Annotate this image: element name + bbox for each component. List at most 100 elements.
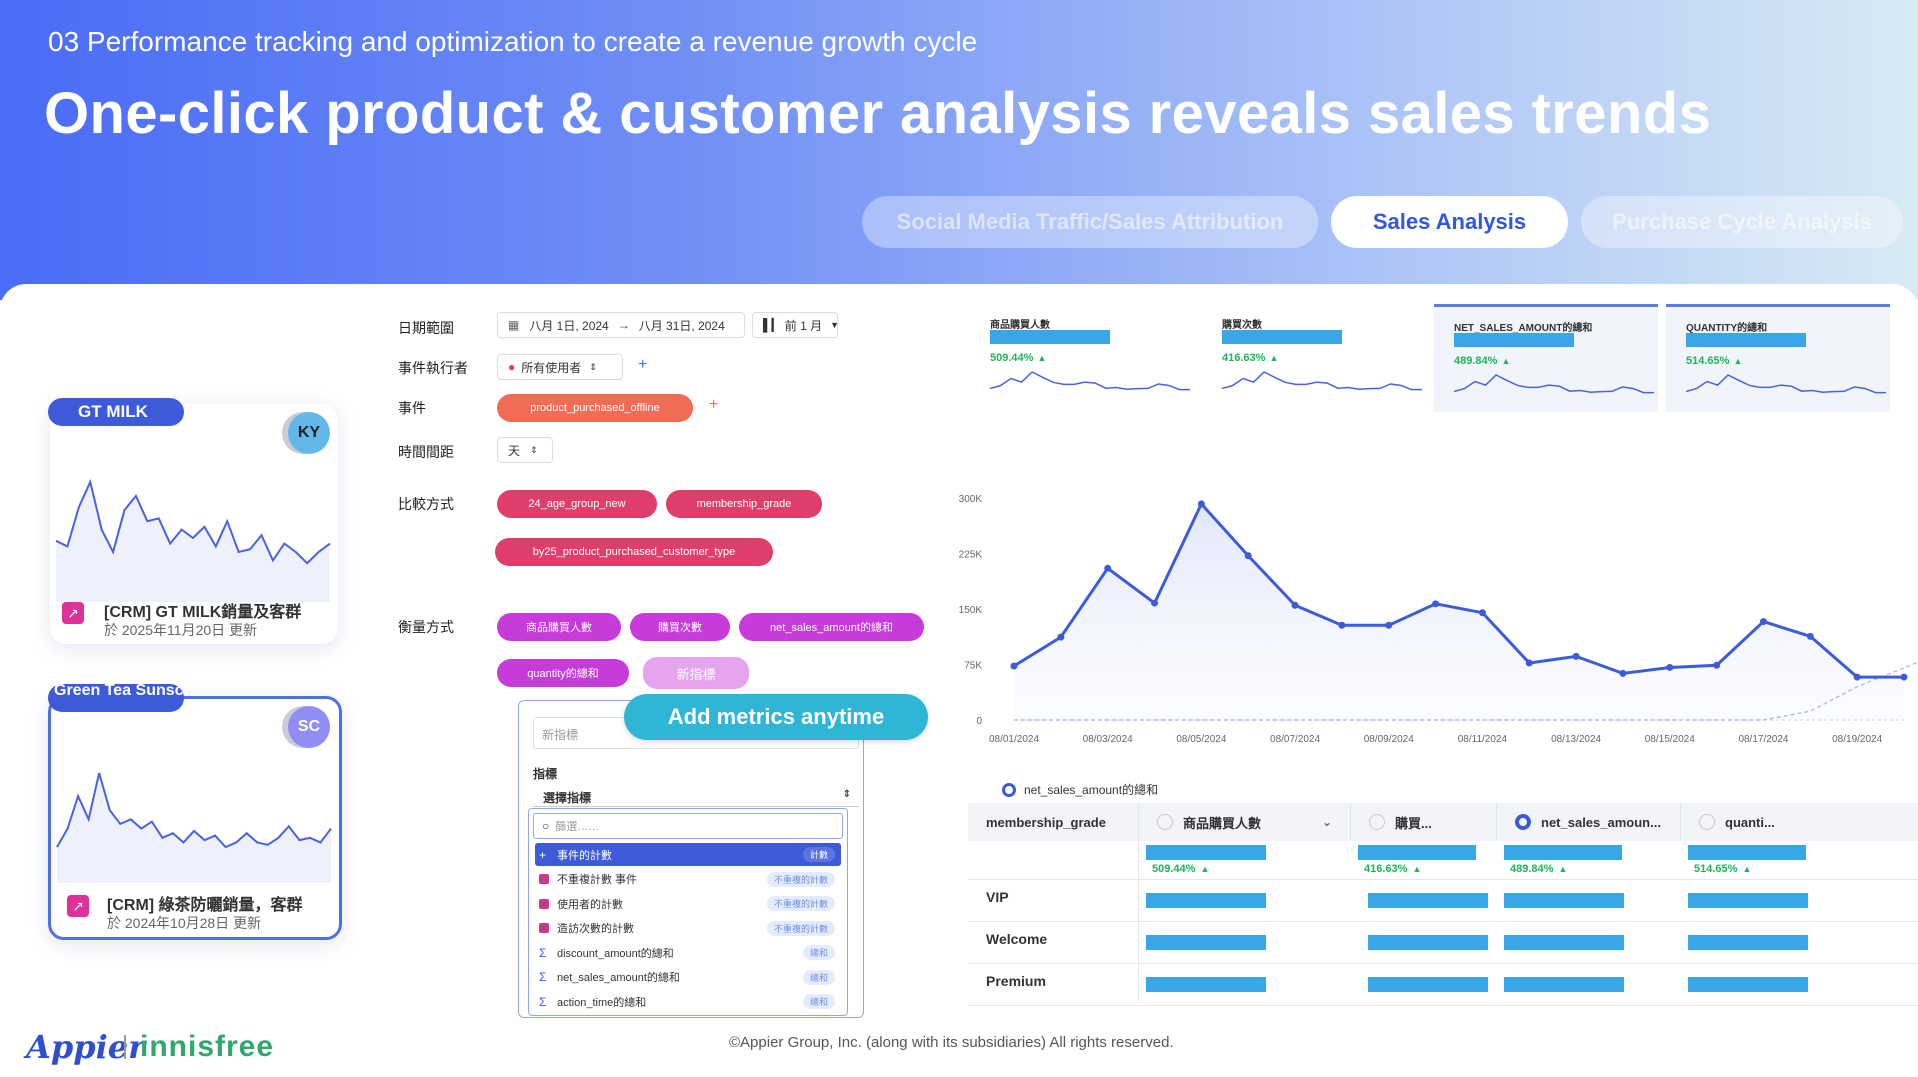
- avatar[interactable]: KY: [288, 412, 330, 454]
- up-arrow-icon: ▲: [1558, 864, 1568, 874]
- data-point[interactable]: [1853, 673, 1861, 681]
- section-subtitle: 03 Performance tracking and optimization…: [48, 26, 978, 57]
- metric-option-label: 造訪次數的計數: [557, 923, 634, 935]
- data-point[interactable]: [1713, 661, 1721, 669]
- card-updated-date: 於 2025年11月20日 更新: [104, 622, 258, 638]
- data-point[interactable]: [1619, 669, 1627, 677]
- interval-select[interactable]: 天 ⇕: [497, 437, 553, 463]
- card-title: [CRM] 綠茶防曬銷量，客群: [107, 897, 303, 914]
- data-point[interactable]: [1338, 621, 1346, 629]
- compare-period-select[interactable]: ▌▎ 前 1 月 ▼: [752, 312, 839, 338]
- data-point[interactable]: [1291, 601, 1299, 609]
- data-point[interactable]: [1900, 673, 1908, 681]
- table-header-metric[interactable]: 購買...: [1350, 803, 1496, 841]
- metric-option-list: ○ 篩選…… + 事件的計數 計數 不重複計數 事件 不重複的計數 使用者的計數 不重複的計…: [528, 808, 848, 1016]
- measure-chip[interactable]: quantity的總和: [497, 659, 629, 687]
- tab-sales-analysis[interactable]: Sales Analysis: [1331, 196, 1568, 248]
- compare-chip[interactable]: by25_product_purchased_customer_type: [495, 538, 773, 566]
- measure-chip[interactable]: 購買次數: [630, 613, 730, 641]
- row-label: Welcome: [986, 931, 1048, 947]
- sort-icon: ⇕: [589, 361, 597, 372]
- new-metric-chip[interactable]: 新指標: [643, 657, 749, 689]
- search-icon: ○: [542, 819, 550, 833]
- event-square-icon: [539, 898, 549, 909]
- metric-summary-card[interactable]: QUANTITY的總和 514.65% ▲: [1666, 304, 1890, 412]
- data-point[interactable]: [1010, 662, 1018, 670]
- legend-radio-icon: [1002, 782, 1016, 797]
- y-tick-label: 150K: [959, 605, 983, 616]
- data-point[interactable]: [1151, 599, 1159, 607]
- row-label: Premium: [986, 973, 1046, 989]
- row-bar: [1504, 935, 1624, 950]
- tab-social-attribution[interactable]: Social Media Traffic/Sales Attribution: [862, 196, 1318, 248]
- x-tick-label: 08/13/2024: [1551, 734, 1601, 745]
- metric-card-label: NET_SALES_AMOUNT的總和: [1454, 323, 1593, 334]
- data-point[interactable]: [1104, 564, 1112, 572]
- metric-summary-card[interactable]: NET_SALES_AMOUNT的總和 489.84% ▲: [1434, 304, 1658, 412]
- table-header-grade[interactable]: membership_grade: [968, 803, 1138, 841]
- y-tick-label: 225K: [959, 550, 983, 561]
- metric-select[interactable]: 選擇指標 ⇕: [533, 785, 859, 807]
- metric-summary-card[interactable]: 購買次數 416.63% ▲: [1202, 304, 1426, 412]
- data-point[interactable]: [1244, 552, 1252, 560]
- card-tag: Green Tea Sunscree: [48, 684, 184, 712]
- compare-chip[interactable]: membership_grade: [666, 490, 822, 518]
- column-radio[interactable]: [1157, 814, 1173, 830]
- interval-value: 天: [508, 443, 521, 458]
- compare-chip[interactable]: 24_age_group_new: [497, 490, 657, 518]
- row-bar: [1504, 977, 1624, 992]
- data-point[interactable]: [1525, 659, 1533, 667]
- data-point[interactable]: [1432, 600, 1440, 608]
- trend-icon: ↗: [67, 895, 89, 917]
- date-range-picker[interactable]: ▦ 八月 1日, 2024 → 八月 31日, 2024: [497, 312, 745, 338]
- summary-value: 416.63%: [1364, 863, 1408, 875]
- summary-value: 514.65%: [1694, 863, 1738, 875]
- metric-option[interactable]: 使用者的計數 不重複的計數: [535, 892, 841, 915]
- metric-summary-card[interactable]: 商品購買人數 509.44% ▲: [970, 304, 1194, 412]
- data-point[interactable]: [1385, 621, 1393, 629]
- data-point[interactable]: [1478, 609, 1486, 617]
- add-actor-button[interactable]: +: [638, 356, 648, 373]
- users-icon: ●: [508, 360, 516, 374]
- tab-purchase-cycle[interactable]: Purchase Cycle Analysis: [1581, 196, 1903, 248]
- table-header-metric[interactable]: 商品購買人數 ⌄: [1138, 803, 1350, 841]
- avatar[interactable]: SC: [288, 706, 330, 748]
- column-radio[interactable]: [1699, 814, 1715, 830]
- table-row[interactable]: Welcome: [968, 923, 1918, 963]
- actor-select[interactable]: ● 所有使用者 ⇕: [497, 354, 623, 380]
- metric-option[interactable]: + 事件的計數 計數: [535, 843, 841, 866]
- metric-option[interactable]: 造訪次數的計數 不重複的計數: [535, 917, 841, 940]
- measure-chip[interactable]: net_sales_amount的總和: [739, 613, 924, 641]
- data-point[interactable]: [1197, 500, 1205, 508]
- actor-value: 所有使用者: [521, 360, 582, 375]
- measure-chip[interactable]: 商品購買人數: [497, 613, 621, 641]
- data-point[interactable]: [1666, 663, 1674, 671]
- x-tick-label: 08/19/2024: [1832, 734, 1882, 745]
- data-point[interactable]: [1572, 652, 1580, 660]
- chart-legend[interactable]: net_sales_amount的總和: [1002, 781, 1158, 798]
- copyright-text: ©Appier Group, Inc. (along with its subs…: [729, 1034, 1174, 1051]
- table-header-metric[interactable]: quanti...: [1680, 803, 1918, 841]
- mini-trend-line: [1454, 374, 1654, 394]
- table-row[interactable]: Premium: [968, 965, 1918, 1005]
- column-radio[interactable]: [1515, 814, 1531, 830]
- column-radio[interactable]: [1369, 814, 1385, 830]
- comparison-line: [1014, 661, 1918, 721]
- dashboard-card-gt-milk[interactable]: ↗ [CRM] GT MILK銷量及客群 於 2025年11月20日 更新: [50, 404, 338, 644]
- data-point[interactable]: [1806, 632, 1814, 640]
- metric-filter-input[interactable]: ○ 篩選……: [533, 813, 843, 839]
- table-row[interactable]: VIP: [968, 881, 1918, 921]
- table-header-metric[interactable]: net_sales_amoun...: [1496, 803, 1680, 841]
- metric-option-badge: 總和: [802, 945, 835, 960]
- add-event-button[interactable]: +: [709, 396, 719, 413]
- data-point[interactable]: [1759, 618, 1767, 626]
- data-point[interactable]: [1057, 633, 1065, 641]
- metric-option[interactable]: 不重複計數 事件 不重複的計數: [535, 868, 841, 891]
- sparkline-chart: [55, 478, 331, 602]
- event-chip[interactable]: product_purchased_offline: [497, 394, 693, 422]
- dashboard-card-green-tea[interactable]: ↗ [CRM] 綠茶防曬銷量，客群 於 2024年10月28日 更新: [48, 696, 342, 940]
- row-bar: [1688, 893, 1808, 908]
